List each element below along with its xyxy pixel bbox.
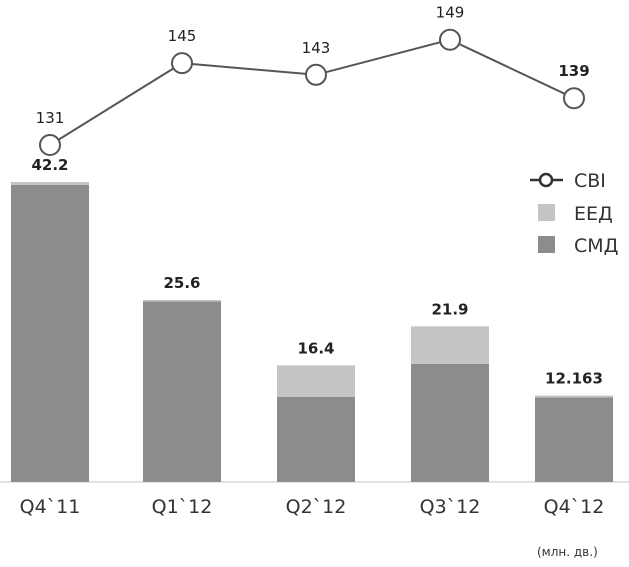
category-label-0: Q4`11: [20, 496, 81, 518]
line-value-label-1: 145: [168, 27, 197, 45]
bar-labels-group: 42.2 25.6 16.4 21.9 12.163: [31, 156, 602, 388]
bar-smd-3: [411, 363, 489, 482]
legend-item-smd: СМД: [538, 235, 619, 257]
bar-smd-4: [535, 397, 613, 482]
category-label-4: Q4`12: [544, 496, 605, 518]
line-value-label-2: 143: [302, 39, 331, 57]
line-point-3: [439, 28, 461, 51]
legend-label-cbi: СВІ: [574, 170, 606, 192]
bar-value-label-0: 42.2: [31, 156, 68, 174]
line-point-4: [563, 87, 585, 110]
bar-smd-0: [11, 184, 89, 482]
bar-smd-1: [143, 301, 221, 482]
legend-label-smd: СМД: [574, 235, 619, 257]
legend-label-eed: ЕЕД: [574, 203, 613, 225]
bar-eed-4: [535, 395, 613, 398]
bar-value-label-2: 16.4: [297, 339, 334, 357]
line-series-group: [39, 28, 585, 156]
line-value-label-0: 131: [36, 109, 65, 127]
legend-item-eed: ЕЕД: [538, 203, 613, 225]
line-value-label-3: 149: [436, 4, 465, 22]
bars-group: [11, 182, 613, 482]
bar-eed-1: [143, 300, 221, 302]
line-point-1: [171, 52, 193, 75]
bar-smd-2: [277, 396, 355, 482]
bar-value-label-3: 21.9: [431, 300, 468, 318]
bar-eed-3: [411, 326, 489, 364]
bar-value-label-1: 25.6: [163, 274, 200, 292]
line-point-0: [39, 134, 61, 156]
bar-value-label-4: 12.163: [545, 370, 603, 388]
category-labels-group: Q4`11 Q1`12 Q2`12 Q3`12 Q4`12: [20, 496, 605, 518]
category-label-2: Q2`12: [286, 496, 347, 518]
line-point-2: [305, 63, 327, 86]
line-value-label-4: 139: [558, 62, 589, 80]
bar-eed-2: [277, 365, 355, 397]
line-labels-group: 131 145 143 149 139: [36, 4, 590, 127]
category-label-1: Q1`12: [152, 496, 213, 518]
square-light-icon: [538, 204, 555, 221]
legend: СВІ ЕЕД СМД: [530, 170, 619, 257]
square-dark-icon: [538, 236, 555, 253]
unit-label: (млн. дв.): [537, 545, 598, 559]
bar-eed-0: [11, 182, 89, 185]
line-circle-marker-icon: [538, 172, 554, 188]
category-label-3: Q3`12: [420, 496, 481, 518]
legend-item-cbi: СВІ: [530, 170, 606, 192]
